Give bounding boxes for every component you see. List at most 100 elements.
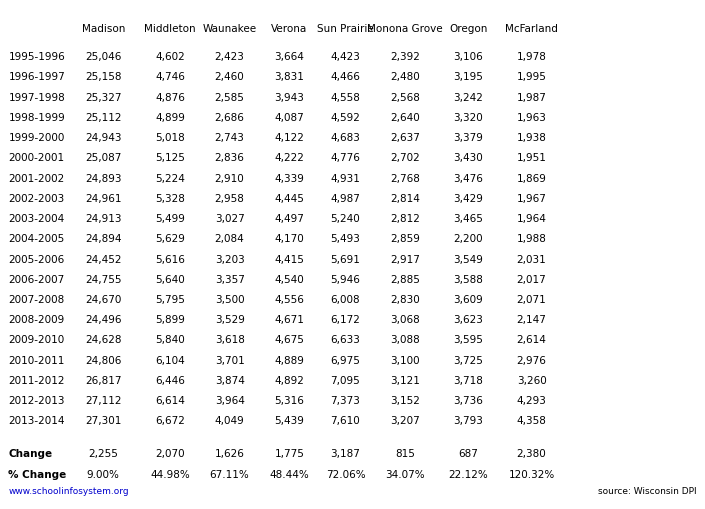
Text: 24,452: 24,452 bbox=[85, 254, 121, 265]
Text: 2,812: 2,812 bbox=[391, 214, 420, 224]
Text: 3,623: 3,623 bbox=[453, 315, 484, 325]
Text: 6,172: 6,172 bbox=[331, 315, 360, 325]
Text: 4,558: 4,558 bbox=[331, 93, 360, 102]
Text: 24,806: 24,806 bbox=[85, 356, 121, 366]
Text: 2,460: 2,460 bbox=[215, 72, 245, 82]
Text: 2,836: 2,836 bbox=[215, 153, 245, 163]
Text: 1,938: 1,938 bbox=[517, 133, 546, 143]
Text: 2005-2006: 2005-2006 bbox=[8, 254, 65, 265]
Text: 2,830: 2,830 bbox=[391, 295, 420, 305]
Text: 2,200: 2,200 bbox=[453, 234, 483, 244]
Text: 24,755: 24,755 bbox=[85, 275, 121, 285]
Text: Monona Grove: Monona Grove bbox=[367, 24, 443, 34]
Text: 6,104: 6,104 bbox=[155, 356, 185, 366]
Text: 5,224: 5,224 bbox=[155, 174, 185, 184]
Text: 2,071: 2,071 bbox=[517, 295, 546, 305]
Text: 2,743: 2,743 bbox=[215, 133, 245, 143]
Text: 26,817: 26,817 bbox=[85, 376, 121, 386]
Text: 4,049: 4,049 bbox=[215, 416, 245, 427]
Text: 5,018: 5,018 bbox=[155, 133, 185, 143]
Text: 3,357: 3,357 bbox=[215, 275, 245, 285]
Text: 5,493: 5,493 bbox=[331, 234, 360, 244]
Text: source: Wisconsin DPI: source: Wisconsin DPI bbox=[598, 488, 697, 496]
Text: 5,840: 5,840 bbox=[155, 335, 185, 346]
Text: 4,892: 4,892 bbox=[274, 376, 305, 386]
Text: 2007-2008: 2007-2008 bbox=[8, 295, 65, 305]
Text: 3,618: 3,618 bbox=[215, 335, 245, 346]
Text: 2,686: 2,686 bbox=[215, 113, 245, 123]
Text: 3,588: 3,588 bbox=[453, 275, 484, 285]
Text: www.schoolinfosystem.org: www.schoolinfosystem.org bbox=[8, 488, 129, 496]
Text: Waunakee: Waunakee bbox=[202, 24, 257, 34]
Text: 24,894: 24,894 bbox=[85, 234, 121, 244]
Text: 1,978: 1,978 bbox=[517, 52, 546, 62]
Text: 24,496: 24,496 bbox=[85, 315, 121, 325]
Text: 4,415: 4,415 bbox=[274, 254, 305, 265]
Text: 5,125: 5,125 bbox=[155, 153, 185, 163]
Text: 4,602: 4,602 bbox=[155, 52, 185, 62]
Text: 72.06%: 72.06% bbox=[326, 470, 365, 479]
Text: 3,476: 3,476 bbox=[453, 174, 484, 184]
Text: 3,320: 3,320 bbox=[453, 113, 483, 123]
Text: 7,095: 7,095 bbox=[331, 376, 360, 386]
Text: 2,958: 2,958 bbox=[215, 194, 245, 204]
Text: 2,568: 2,568 bbox=[391, 93, 420, 102]
Text: 6,008: 6,008 bbox=[331, 295, 360, 305]
Text: 3,242: 3,242 bbox=[453, 93, 484, 102]
Text: 5,616: 5,616 bbox=[155, 254, 185, 265]
Text: 2012-2013: 2012-2013 bbox=[8, 396, 65, 406]
Text: 5,946: 5,946 bbox=[331, 275, 360, 285]
Text: 2008-2009: 2008-2009 bbox=[8, 315, 65, 325]
Text: 3,379: 3,379 bbox=[453, 133, 484, 143]
Text: 1,775: 1,775 bbox=[274, 449, 305, 460]
Text: 44.98%: 44.98% bbox=[150, 470, 190, 479]
Text: 1996-1997: 1996-1997 bbox=[8, 72, 65, 82]
Text: 4,683: 4,683 bbox=[331, 133, 360, 143]
Text: 3,529: 3,529 bbox=[215, 315, 245, 325]
Text: McFarland: McFarland bbox=[505, 24, 558, 34]
Text: 25,327: 25,327 bbox=[85, 93, 121, 102]
Text: 5,439: 5,439 bbox=[274, 416, 305, 427]
Text: 4,556: 4,556 bbox=[274, 295, 305, 305]
Text: 2,859: 2,859 bbox=[391, 234, 420, 244]
Text: 3,121: 3,121 bbox=[391, 376, 420, 386]
Text: Oregon: Oregon bbox=[449, 24, 488, 34]
Text: 120.32%: 120.32% bbox=[508, 470, 555, 479]
Text: 3,106: 3,106 bbox=[453, 52, 483, 62]
Text: 4,358: 4,358 bbox=[517, 416, 546, 427]
Text: 2000-2001: 2000-2001 bbox=[8, 153, 65, 163]
Text: 2,255: 2,255 bbox=[88, 449, 118, 460]
Text: 24,943: 24,943 bbox=[85, 133, 121, 143]
Text: 7,373: 7,373 bbox=[331, 396, 360, 406]
Text: 25,087: 25,087 bbox=[85, 153, 121, 163]
Text: 4,746: 4,746 bbox=[155, 72, 185, 82]
Text: 1999-2000: 1999-2000 bbox=[8, 133, 65, 143]
Text: 5,240: 5,240 bbox=[331, 214, 360, 224]
Text: 3,736: 3,736 bbox=[453, 396, 484, 406]
Text: 4,592: 4,592 bbox=[331, 113, 360, 123]
Text: 1998-1999: 1998-1999 bbox=[8, 113, 65, 123]
Text: 2,910: 2,910 bbox=[215, 174, 245, 184]
Text: 3,430: 3,430 bbox=[453, 153, 483, 163]
Text: 3,152: 3,152 bbox=[391, 396, 420, 406]
Text: 3,187: 3,187 bbox=[331, 449, 360, 460]
Text: 5,795: 5,795 bbox=[155, 295, 185, 305]
Text: 2002-2003: 2002-2003 bbox=[8, 194, 65, 204]
Text: 3,100: 3,100 bbox=[391, 356, 420, 366]
Text: 3,725: 3,725 bbox=[453, 356, 484, 366]
Text: 2,917: 2,917 bbox=[391, 254, 420, 265]
Text: 3,203: 3,203 bbox=[215, 254, 245, 265]
Text: 3,793: 3,793 bbox=[453, 416, 484, 427]
Text: 3,595: 3,595 bbox=[453, 335, 484, 346]
Text: 5,328: 5,328 bbox=[155, 194, 185, 204]
Text: 2,814: 2,814 bbox=[391, 194, 420, 204]
Text: 4,776: 4,776 bbox=[331, 153, 360, 163]
Text: 24,893: 24,893 bbox=[85, 174, 121, 184]
Text: Madison: Madison bbox=[82, 24, 125, 34]
Text: 2,768: 2,768 bbox=[391, 174, 420, 184]
Text: 4,293: 4,293 bbox=[517, 396, 546, 406]
Text: 27,112: 27,112 bbox=[85, 396, 121, 406]
Text: 4,170: 4,170 bbox=[274, 234, 304, 244]
Text: 1,869: 1,869 bbox=[517, 174, 546, 184]
Text: 2,702: 2,702 bbox=[391, 153, 420, 163]
